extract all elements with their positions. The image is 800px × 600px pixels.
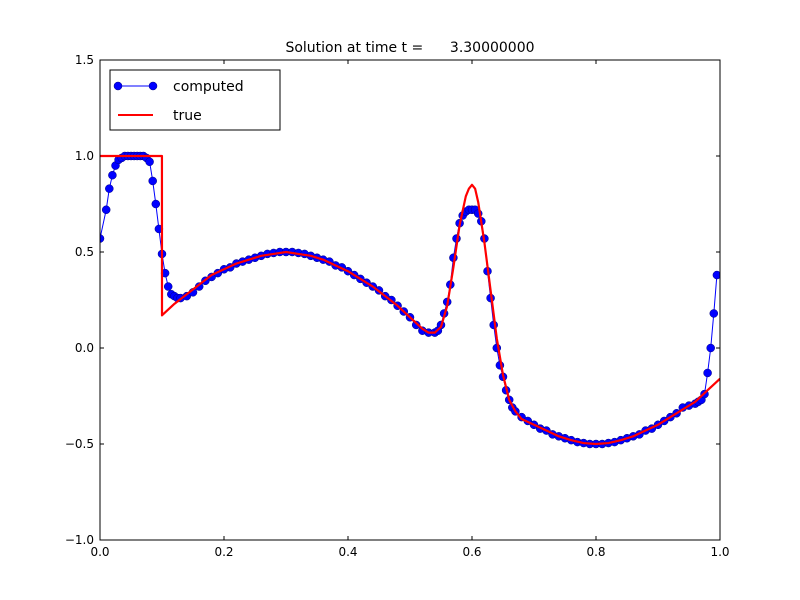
plot-clip-group (100, 151, 720, 449)
chart-title: Solution at time t = 3.30000000 (285, 40, 534, 56)
y-tick-label: 1.5 (75, 53, 94, 67)
data-point-computed (145, 157, 154, 167)
y-tick-label: 0.5 (75, 245, 94, 259)
data-point-computed (151, 199, 161, 209)
data-point-computed (706, 343, 715, 353)
x-tick-label: 0.4 (338, 545, 357, 559)
x-tick-label: 0.2 (214, 545, 233, 559)
data-point-computed (100, 234, 105, 243)
legend-box (109, 69, 281, 131)
data-point-computed (411, 320, 421, 330)
data-point-computed (163, 282, 173, 291)
plot-area (100, 60, 720, 540)
legend: computed true (109, 69, 281, 131)
data-point-computed (709, 309, 719, 318)
x-tick-label: 0.8 (586, 545, 605, 559)
series-true (100, 154, 720, 446)
legend-computed-marker-left (113, 81, 123, 91)
data-point-computed (108, 170, 117, 180)
plot-frame (99, 59, 721, 541)
data-point-computed (101, 205, 111, 215)
y-tick-label: 1.0 (75, 149, 94, 163)
data-point-computed (712, 270, 720, 280)
y-tick-label: 0.0 (75, 341, 94, 355)
data-point-computed (703, 368, 712, 378)
legend-computed-label: computed (173, 79, 244, 95)
data-point-computed (105, 184, 114, 193)
x-tick-label: 0.6 (462, 545, 481, 559)
y-tick-label: −1.0 (65, 533, 94, 547)
series-layer (100, 151, 720, 449)
data-point-computed (148, 176, 157, 186)
legend-computed-marker-right (148, 81, 158, 91)
legend-true-label: true (173, 108, 202, 124)
series-line-true (100, 154, 720, 446)
y-tick-label: −0.5 (65, 437, 94, 451)
ticks-layer: 0.0 0.2 0.4 0.6 0.8 1.0 −1.0 −0.5 0.0 0.5 1.0 1.5 (65, 53, 730, 559)
x-tick-label: 1.0 (710, 545, 729, 559)
x-tick-label: 0.0 (90, 545, 109, 559)
